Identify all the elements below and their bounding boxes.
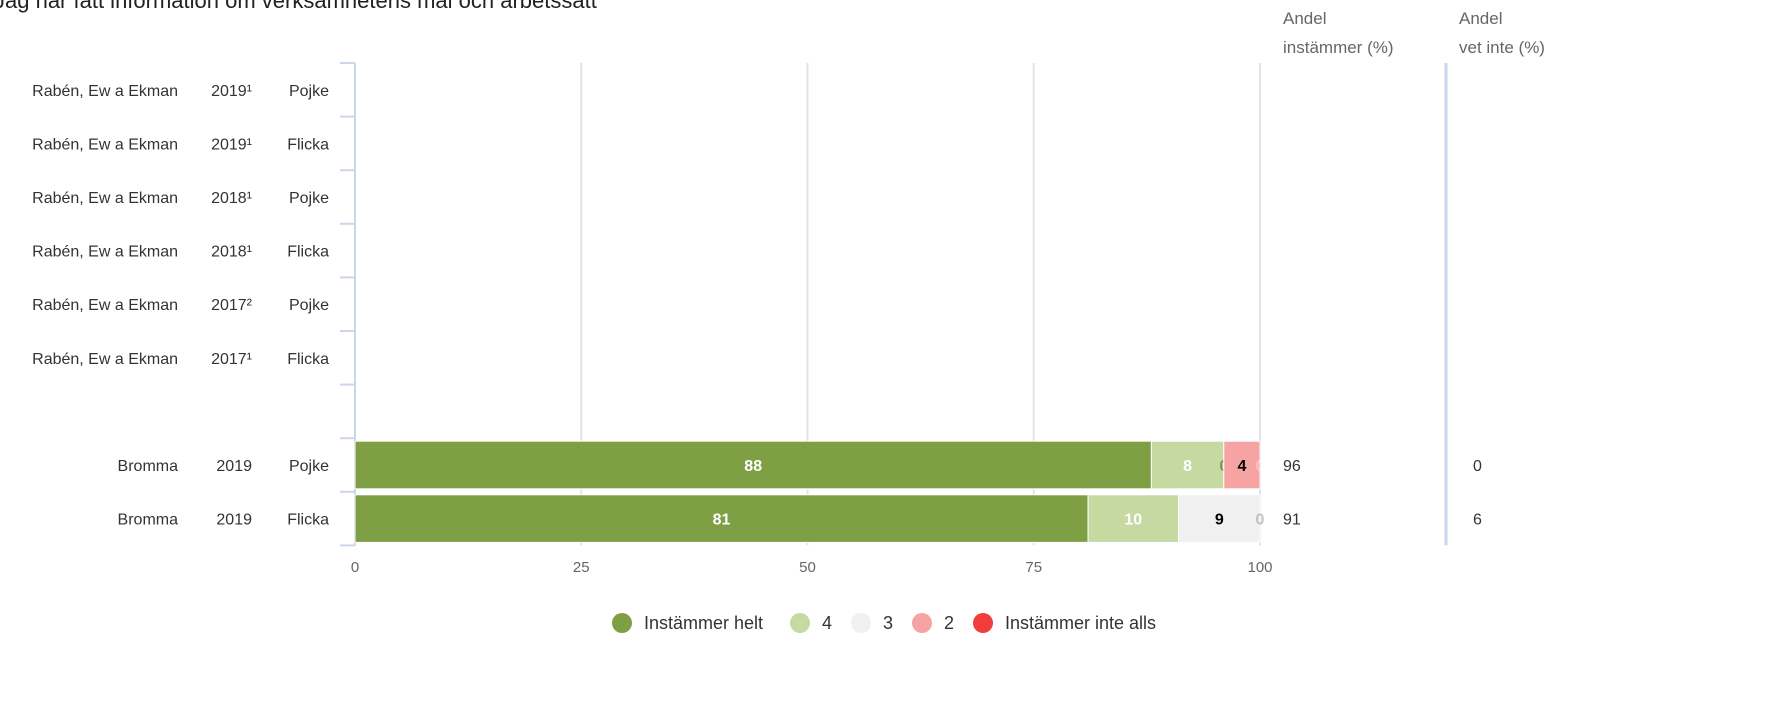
row-label-year: 2019¹: [211, 136, 252, 153]
agree-value: 96: [1283, 458, 1301, 475]
row-label-gender: Flicka: [287, 512, 329, 529]
legend-label: 2: [944, 613, 954, 633]
bar-segment: [1150, 440, 1225, 490]
header-unknown-line2: vet inte (%): [1459, 38, 1545, 57]
legend-label: Instämmer inte alls: [1005, 613, 1156, 633]
x-tick-label: 25: [573, 559, 590, 576]
header-unknown-line1: Andel: [1459, 9, 1502, 28]
legend-label: 3: [883, 613, 893, 633]
row-label-gender: Pojke: [289, 190, 329, 207]
x-tick-label: 100: [1247, 559, 1272, 576]
x-tick-label: 50: [799, 559, 816, 576]
unknown-value: 0: [1473, 458, 1482, 475]
row-label-gender: Pojke: [289, 458, 329, 475]
data-label: 0: [1256, 512, 1265, 529]
row-label-unit: Rabén, Ew a Ekman: [32, 190, 178, 207]
x-tick-label: 0: [351, 559, 359, 576]
row-label-year: 2019: [216, 458, 252, 475]
data-label: 0: [1256, 458, 1265, 475]
legend-marker: [790, 613, 810, 633]
row-label-year: 2019: [216, 512, 252, 529]
bar-segment: [354, 440, 1152, 490]
header-agree-line1: Andel: [1283, 9, 1326, 28]
legend-label: 4: [822, 613, 832, 633]
row-label-gender: Flicka: [287, 244, 329, 261]
row-label-unit: Rabén, Ew a Ekman: [32, 136, 178, 153]
legend-marker: [973, 613, 993, 633]
row-label-unit: Bromma: [118, 458, 179, 475]
bar-segment: [1223, 440, 1261, 490]
row-label-year: 2018¹: [211, 244, 252, 261]
legend-marker: [912, 613, 932, 633]
x-tick-label: 75: [1025, 559, 1042, 576]
chart-title: Jag har fått information om verksamheten…: [0, 0, 597, 13]
data-label: 81: [713, 512, 731, 529]
data-label: 9: [1215, 512, 1224, 529]
row-label-year: 2018¹: [211, 190, 252, 207]
data-label: 88: [744, 458, 762, 475]
row-label-unit: Rabén, Ew a Ekman: [32, 244, 178, 261]
row-label-year: 2019¹: [211, 83, 252, 100]
row-label-gender: Flicka: [287, 351, 329, 368]
row-label-gender: Pojke: [289, 83, 329, 100]
bar-segment: [1178, 494, 1261, 543]
header-agree-line2: instämmer (%): [1283, 38, 1394, 57]
row-label-gender: Pojke: [289, 297, 329, 314]
row-label-gender: Flicka: [287, 136, 329, 153]
unknown-value: 6: [1473, 512, 1482, 529]
data-label: 4: [1237, 458, 1246, 475]
legend-marker: [612, 613, 632, 633]
legend-marker: [851, 613, 871, 633]
row-label-unit: Rabén, Ew a Ekman: [32, 83, 178, 100]
row-label-unit: Rabén, Ew a Ekman: [32, 297, 178, 314]
data-label: 0: [1256, 512, 1265, 529]
row-label-year: 2017¹: [211, 351, 252, 368]
row-label-year: 2017²: [211, 297, 253, 314]
legend-label: Instämmer helt: [644, 613, 763, 633]
row-label-unit: Rabén, Ew a Ekman: [32, 351, 178, 368]
bar-segment: [354, 494, 1089, 543]
data-label: 8: [1183, 458, 1192, 475]
row-label-unit: Bromma: [118, 512, 179, 529]
data-label: 10: [1124, 512, 1142, 529]
agree-value: 91: [1283, 512, 1301, 529]
